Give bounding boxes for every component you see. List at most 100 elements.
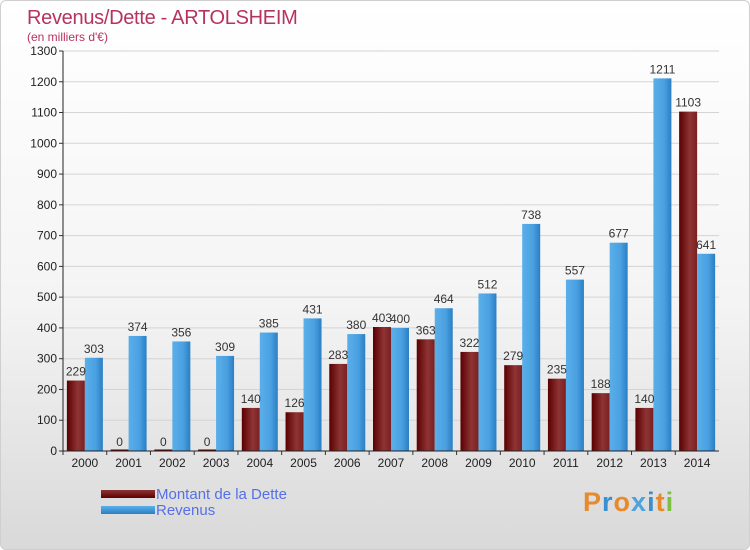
bar-revenus [478, 293, 497, 451]
data-label: 322 [459, 336, 479, 350]
data-label: 363 [416, 323, 436, 337]
bar-revenus [391, 327, 409, 451]
proxiti-logo: Proxiti [583, 487, 674, 518]
y-tick-label: 900 [37, 167, 57, 181]
y-tick-label: 700 [37, 229, 57, 243]
bar-revenus [216, 355, 235, 451]
data-label: 403 [372, 311, 392, 325]
x-tick-label: 2006 [334, 456, 361, 470]
y-tick-label: 1200 [30, 75, 57, 89]
data-label: 1103 [675, 96, 701, 110]
data-label: 0 [160, 435, 167, 449]
bar-revenus [172, 341, 191, 451]
x-tick-label: 2005 [290, 456, 317, 470]
legend-item-revenus: Revenus [101, 502, 361, 519]
bar-dette [110, 449, 129, 451]
bar-dette [154, 449, 173, 451]
bar-revenus [522, 223, 541, 451]
data-label: 356 [171, 325, 191, 339]
data-label: 464 [434, 292, 454, 306]
legend-label-revenus: Revenus [156, 502, 216, 519]
x-tick-label: 2004 [246, 456, 273, 470]
logo-letter: i [647, 487, 656, 517]
data-label: 309 [215, 340, 235, 354]
data-label: 229 [66, 365, 86, 379]
x-tick-label: 2001 [115, 456, 142, 470]
logo-letter: P [583, 487, 603, 517]
bar-dette [329, 363, 348, 451]
data-label: 303 [84, 342, 104, 356]
data-label: 188 [591, 377, 611, 391]
bar-dette [504, 365, 523, 451]
data-label: 400 [390, 312, 410, 326]
data-label: 279 [503, 349, 523, 363]
data-label: 512 [477, 277, 497, 291]
x-tick-label: 2010 [509, 456, 536, 470]
legend-swatch-revenus [101, 506, 155, 514]
data-label: 738 [521, 208, 541, 222]
logo-letter: o [613, 487, 632, 517]
y-tick-label: 1000 [30, 136, 57, 150]
y-tick-label: 1100 [31, 106, 57, 120]
data-label: 677 [609, 227, 629, 241]
data-label: 140 [241, 392, 261, 406]
data-label: 641 [696, 238, 716, 252]
y-tick-label: 300 [37, 352, 57, 366]
bar-revenus [128, 335, 147, 451]
bar-revenus [84, 357, 103, 451]
bar-revenus [653, 78, 672, 451]
data-labels: 2293030374035603091403851264312833804034… [66, 62, 717, 449]
bar-revenus [434, 308, 453, 451]
bar-dette [198, 449, 217, 451]
bar-dette [241, 407, 260, 451]
x-tick-label: 2009 [465, 456, 492, 470]
data-label: 557 [565, 264, 585, 278]
data-label: 374 [128, 320, 148, 334]
y-tick-label: 100 [37, 413, 57, 427]
data-label: 1211 [649, 62, 675, 76]
y-tick-label: 200 [37, 382, 57, 396]
y-tick-label: 0 [50, 444, 57, 458]
data-label: 126 [285, 396, 305, 410]
legend-item-dette: Montant de la Dette [101, 486, 361, 503]
bar-dette [416, 339, 435, 451]
legend: Montant de la Dette Revenus [101, 486, 361, 519]
chart-title: Revenus/Dette - ARTOLSHEIM [27, 7, 298, 29]
data-label: 235 [547, 363, 567, 377]
logo-letter: x [631, 487, 648, 517]
x-tick-label: 2012 [596, 456, 623, 470]
bar-revenus [565, 279, 584, 451]
data-label: 0 [204, 435, 211, 449]
x-tick-label: 2000 [72, 456, 99, 470]
x-tick-label: 2002 [159, 456, 186, 470]
bar-dette [679, 111, 698, 451]
data-label: 380 [346, 318, 366, 332]
chart-subtitle: (en milliers d'€) [27, 30, 108, 44]
y-tick-label: 500 [37, 290, 57, 304]
bars [66, 78, 716, 451]
y-tick-label: 1300 [30, 44, 57, 58]
y-tick-label: 400 [37, 321, 57, 335]
x-tick-label: 2013 [640, 456, 667, 470]
bar-dette [460, 351, 479, 451]
legend-label-dette: Montant de la Dette [156, 486, 287, 503]
data-label: 283 [328, 348, 348, 362]
x-tick-label: 2007 [378, 456, 405, 470]
data-label: 385 [259, 317, 279, 331]
x-tick-label: 2008 [421, 456, 448, 470]
x-tick-label: 2003 [203, 456, 230, 470]
logo-letter: i [665, 487, 675, 517]
y-axis-ticks: 0 100 200 300 400 500 600 700 800 900 1000 1100 1200… [30, 44, 63, 458]
bar-dette [285, 412, 304, 451]
bar-dette [66, 380, 85, 451]
logo-letter: r [602, 487, 614, 517]
logo-letter: t [655, 487, 666, 517]
bar-dette [547, 378, 566, 451]
bar-dette [591, 393, 610, 451]
y-tick-label: 800 [37, 198, 57, 212]
bar-revenus [697, 253, 716, 451]
y-tick-label: 600 [37, 259, 57, 273]
data-label: 431 [303, 302, 323, 316]
